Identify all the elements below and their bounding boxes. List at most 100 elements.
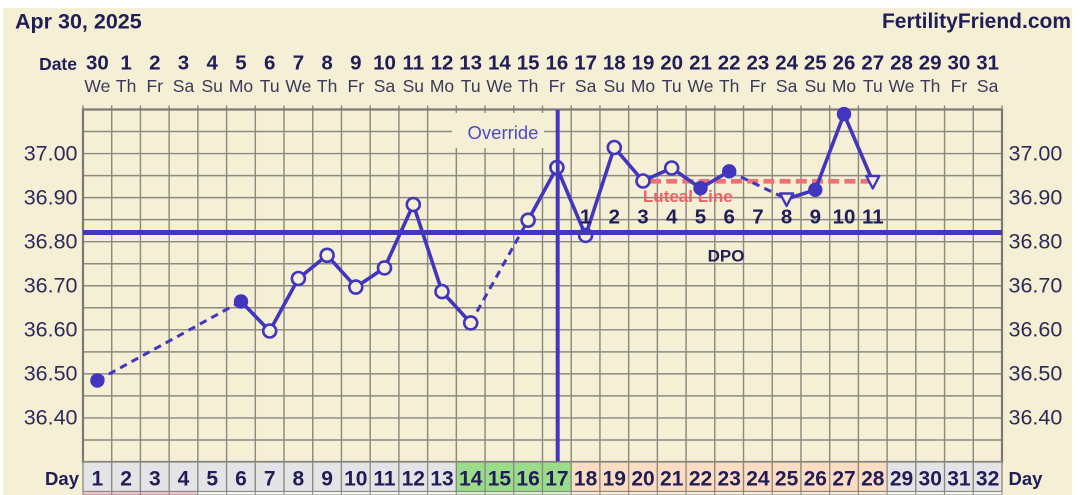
svg-text:37.00: 37.00 (1009, 141, 1063, 165)
svg-text:9: 9 (350, 52, 361, 75)
svg-text:36.90: 36.90 (1009, 185, 1063, 209)
svg-text:13: 13 (430, 468, 453, 491)
svg-text:29: 29 (919, 52, 942, 75)
svg-text:8: 8 (321, 52, 332, 75)
svg-text:Day: Day (45, 468, 80, 489)
svg-text:1: 1 (120, 52, 131, 75)
svg-text:1: 1 (92, 468, 104, 491)
svg-text:17: 17 (574, 52, 597, 75)
svg-text:26: 26 (804, 468, 827, 491)
svg-text:28: 28 (890, 52, 913, 75)
svg-text:Apr 30, 2025: Apr 30, 2025 (15, 10, 142, 34)
svg-text:3: 3 (178, 52, 189, 75)
svg-text:23: 23 (718, 468, 741, 491)
svg-text:Su: Su (805, 76, 826, 96)
svg-text:17: 17 (545, 468, 568, 491)
svg-text:32: 32 (976, 468, 999, 491)
svg-text:Fr: Fr (951, 76, 968, 96)
svg-text:We: We (889, 76, 915, 96)
svg-text:Sa: Sa (374, 76, 396, 96)
svg-text:10: 10 (373, 52, 396, 75)
svg-text:10: 10 (344, 468, 367, 491)
svg-text:30: 30 (86, 52, 109, 75)
svg-text:Th: Th (920, 76, 940, 96)
svg-text:7: 7 (752, 206, 763, 229)
svg-text:9: 9 (810, 206, 821, 229)
svg-text:13: 13 (459, 52, 482, 75)
svg-text:36.80: 36.80 (24, 229, 78, 253)
svg-text:Th: Th (317, 76, 337, 96)
svg-text:36.70: 36.70 (24, 273, 78, 297)
svg-text:2: 2 (120, 468, 132, 491)
svg-text:Override: Override (468, 122, 539, 143)
svg-text:7: 7 (264, 468, 276, 491)
svg-text:37.00: 37.00 (24, 141, 78, 165)
svg-text:29: 29 (890, 468, 913, 491)
svg-text:Su: Su (201, 76, 222, 96)
svg-text:12: 12 (402, 468, 425, 491)
svg-text:31: 31 (947, 468, 971, 491)
svg-text:16: 16 (516, 468, 539, 491)
svg-text:1: 1 (580, 206, 591, 229)
svg-text:We: We (84, 76, 110, 96)
svg-text:Tu: Tu (260, 76, 280, 96)
svg-text:11: 11 (373, 468, 396, 491)
svg-text:11: 11 (402, 52, 424, 75)
svg-text:36.40: 36.40 (1009, 406, 1063, 430)
svg-text:Th: Th (518, 76, 538, 96)
svg-text:Luteal Line: Luteal Line (643, 187, 733, 206)
svg-text:20: 20 (631, 468, 654, 491)
svg-text:21: 21 (660, 468, 684, 491)
svg-text:We: We (688, 76, 714, 96)
svg-text:23: 23 (746, 52, 769, 75)
svg-text:18: 18 (603, 52, 626, 75)
svg-text:24: 24 (746, 468, 770, 491)
svg-text:36.80: 36.80 (1009, 229, 1063, 253)
svg-text:Tu: Tu (461, 76, 481, 96)
svg-text:4: 4 (178, 468, 190, 491)
svg-text:4: 4 (206, 52, 218, 75)
svg-text:6: 6 (235, 468, 247, 491)
svg-text:22: 22 (689, 468, 712, 491)
svg-text:36.60: 36.60 (1009, 318, 1063, 342)
svg-text:DPO: DPO (708, 247, 745, 266)
svg-text:14: 14 (488, 52, 511, 75)
svg-text:Mo: Mo (631, 76, 655, 96)
svg-text:Date: Date (39, 54, 77, 74)
svg-text:Sa: Sa (776, 76, 798, 96)
svg-text:Fr: Fr (750, 76, 767, 96)
svg-text:31: 31 (976, 52, 999, 75)
svg-text:19: 19 (603, 468, 626, 491)
svg-text:9: 9 (321, 468, 333, 491)
svg-text:20: 20 (660, 52, 683, 75)
svg-text:Mo: Mo (430, 76, 454, 96)
svg-text:27: 27 (861, 52, 884, 75)
svg-text:36.50: 36.50 (1009, 362, 1063, 386)
svg-text:21: 21 (689, 52, 712, 75)
svg-text:6: 6 (264, 52, 275, 75)
svg-text:8: 8 (781, 206, 792, 229)
svg-text:Th: Th (116, 76, 136, 96)
svg-text:Sa: Sa (977, 76, 999, 96)
svg-text:2: 2 (609, 206, 620, 229)
svg-text:18: 18 (574, 468, 598, 491)
svg-text:25: 25 (775, 468, 799, 491)
svg-text:36.90: 36.90 (24, 185, 78, 209)
svg-text:Mo: Mo (832, 76, 856, 96)
svg-text:36.70: 36.70 (1009, 273, 1063, 297)
svg-text:Tu: Tu (863, 76, 883, 96)
svg-text:15: 15 (517, 52, 540, 75)
svg-text:30: 30 (947, 52, 970, 75)
svg-text:12: 12 (431, 52, 454, 75)
svg-text:3: 3 (637, 206, 648, 229)
svg-text:11: 11 (862, 206, 884, 229)
svg-text:Fr: Fr (147, 76, 164, 96)
svg-text:36.40: 36.40 (24, 406, 78, 430)
svg-text:36.60: 36.60 (24, 318, 78, 342)
svg-text:28: 28 (861, 468, 885, 491)
svg-text:14: 14 (459, 468, 483, 491)
svg-text:6: 6 (723, 206, 734, 229)
svg-text:26: 26 (833, 52, 856, 75)
svg-text:Sa: Sa (575, 76, 597, 96)
svg-text:4: 4 (666, 206, 678, 229)
